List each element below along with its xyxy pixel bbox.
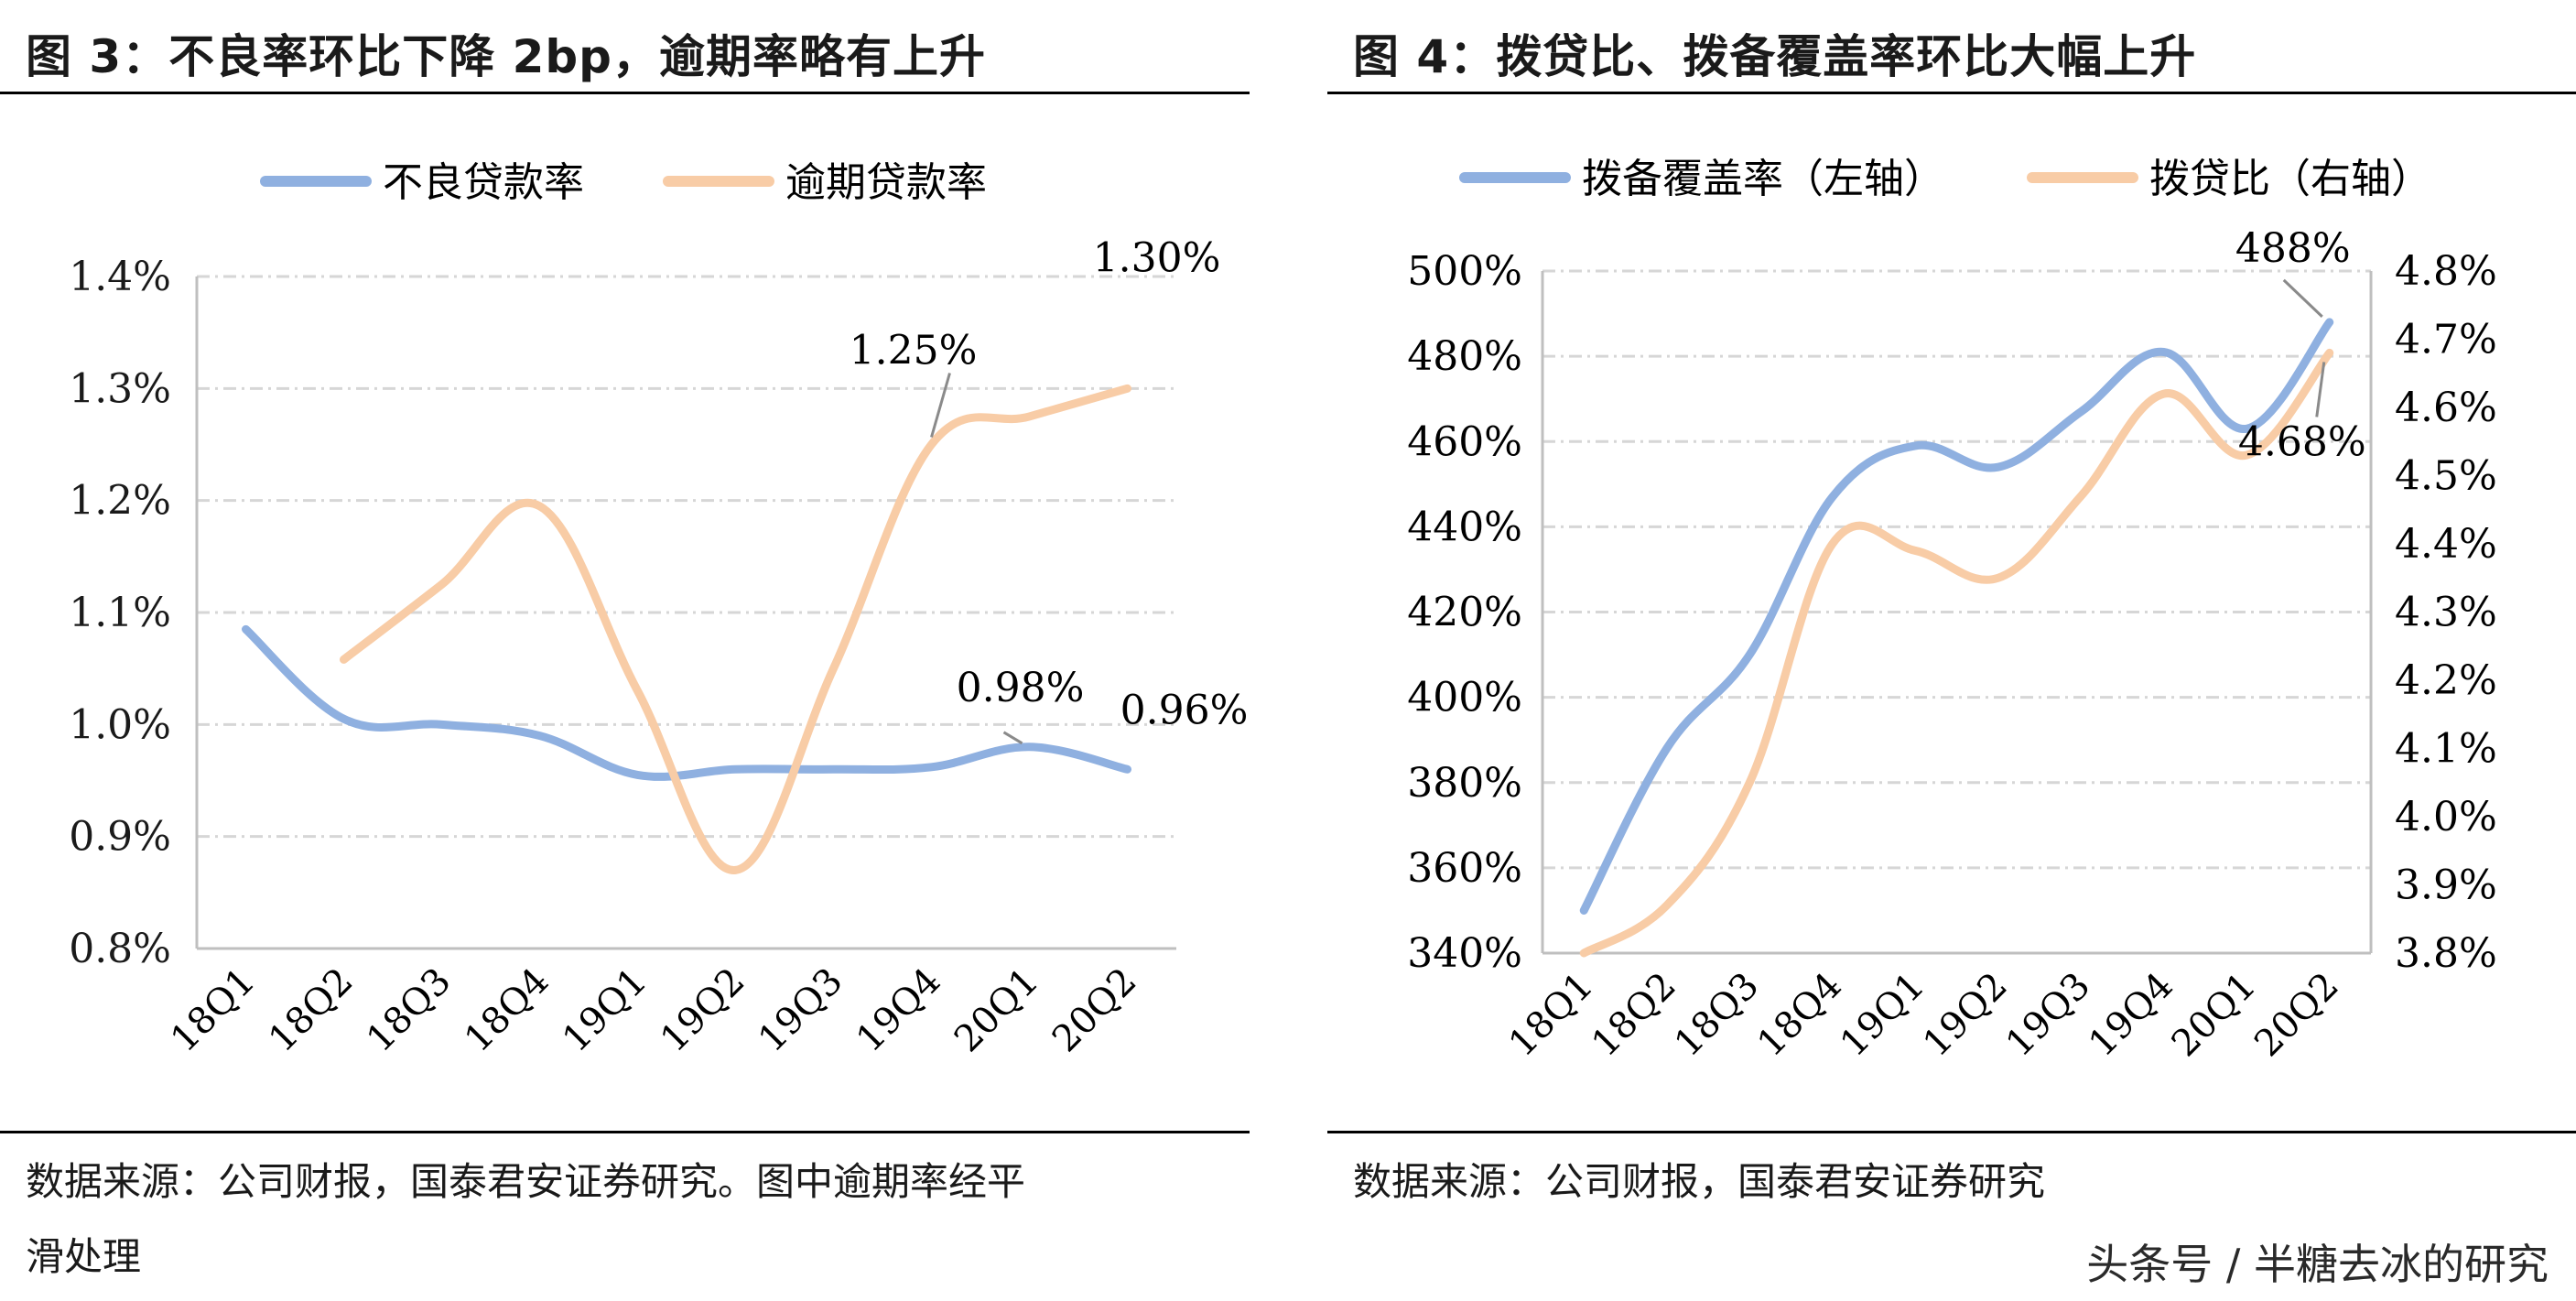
x-tick-label: 18Q1 <box>1501 965 1602 1066</box>
data-label: 488% <box>2235 225 2351 272</box>
y-left-tick-label: 460% <box>1407 418 1522 465</box>
y-tick-label: 1.2% <box>69 478 171 525</box>
y-right-tick-label: 4.6% <box>2395 385 2497 431</box>
y-right-tick-label: 4.0% <box>2395 794 2497 840</box>
data-label: 0.98% <box>957 665 1085 711</box>
x-tick-label: 19Q1 <box>555 960 655 1061</box>
x-tick-label: 18Q1 <box>163 960 264 1061</box>
y-tick-label: 0.9% <box>69 814 171 861</box>
figure-4-panel: 图 4：拨贷比、拨备覆盖率环比大幅上升 340% 360% 380% 400% 420%… <box>1327 0 2576 1301</box>
x-tick-label: 20Q1 <box>947 960 1047 1061</box>
y-tick-label: 1.3% <box>69 365 171 412</box>
x-tick-label: 20Q1 <box>2164 965 2265 1066</box>
callout-line <box>930 373 951 438</box>
data-label: 1.25% <box>850 328 978 374</box>
y-right-tick-label: 3.9% <box>2395 862 2497 909</box>
source-rule <box>0 1131 1250 1133</box>
y-right-tick-label: 4.4% <box>2395 521 2497 568</box>
figure-3-panel: 图 3：不良率环比下降 2bp，逾期率略有上升 0.8% 0.9% 1.0% 1.1%… <box>0 0 1272 1301</box>
y-left-tick-label: 380% <box>1407 760 1522 807</box>
y-left-tick-label: 440% <box>1407 504 1522 550</box>
source-rule <box>1327 1131 2576 1133</box>
source-note: 数据来源：公司财报，国泰君安证券研究 <box>1353 1159 2046 1204</box>
legend-label: 不良贷款率 <box>383 159 584 206</box>
y-left-tick-label: 400% <box>1407 675 1522 721</box>
data-label: 1.30% <box>1093 234 1221 281</box>
y-left-tick-label: 500% <box>1407 248 1522 295</box>
source-note: 数据来源：公司财报，国泰君安证券研究。图中逾期率经平 滑处理 <box>26 1159 1026 1279</box>
series-line <box>1579 348 2334 958</box>
series-line <box>1579 318 2334 915</box>
x-tick-label: 18Q4 <box>1749 965 1850 1066</box>
y-tick-label: 1.1% <box>69 590 171 636</box>
y-left-tick-label: 340% <box>1407 930 1522 977</box>
y-right-tick-label: 3.8% <box>2395 930 2497 977</box>
y-left-tick-label: 420% <box>1407 590 1522 636</box>
x-tick-label: 19Q3 <box>751 960 851 1061</box>
title-rule <box>1327 92 2576 94</box>
callout-line <box>2315 362 2326 417</box>
x-tick-label: 19Q2 <box>1915 965 2016 1066</box>
x-tick-label: 20Q2 <box>2246 965 2347 1066</box>
x-tick-label: 18Q2 <box>261 960 362 1061</box>
y-right-tick-label: 4.1% <box>2395 726 2497 773</box>
figure-title: 图 3：不良率环比下降 2bp，逾期率略有上升 <box>26 30 986 83</box>
x-tick-label: 18Q3 <box>359 960 460 1061</box>
legend-label: 拨贷比（右轴） <box>2149 156 2431 202</box>
x-tick-label: 20Q2 <box>1044 960 1145 1061</box>
y-tick-label: 1.0% <box>69 701 171 748</box>
legend-label: 拨备覆盖率（左轴） <box>1582 156 1944 202</box>
y-tick-label: 1.4% <box>69 254 171 300</box>
x-tick-label: 19Q1 <box>1833 965 1933 1066</box>
data-label: 0.96% <box>1120 687 1249 733</box>
x-tick-label: 19Q2 <box>653 960 753 1061</box>
x-tick-label: 19Q4 <box>2081 965 2181 1066</box>
x-tick-label: 19Q4 <box>849 960 949 1061</box>
series-line <box>340 384 1131 874</box>
provision-chart: 340% 360% 380% 400% 420% 440% 460% 480% 500% 3.8%… <box>1407 156 2497 1066</box>
title-rule <box>0 92 1250 94</box>
y-right-tick-label: 4.3% <box>2395 590 2497 636</box>
y-tick-label: 0.8% <box>69 926 171 972</box>
y-left-tick-label: 360% <box>1407 845 1522 892</box>
x-tick-label: 19Q3 <box>1998 965 2099 1066</box>
y-right-tick-label: 4.8% <box>2395 248 2497 295</box>
callout-line <box>1002 731 1023 745</box>
data-label: 4.68% <box>2238 418 2366 465</box>
legend-label: 逾期贷款率 <box>785 159 987 206</box>
x-tick-label: 18Q3 <box>1667 965 1768 1066</box>
x-tick-label: 18Q4 <box>457 960 557 1061</box>
watermark: 头条号 / 半糖去冰的研究 <box>2086 1240 2549 1289</box>
figure-title: 图 4：拨贷比、拨备覆盖率环比大幅上升 <box>1353 30 2197 83</box>
npl-overdue-chart: 0.8% 0.9% 1.0% 1.1% 1.2% 1.3% 1.4% 18Q118Q218Q3… <box>69 159 1249 1061</box>
y-left-tick-label: 480% <box>1407 333 1522 380</box>
y-right-tick-label: 4.2% <box>2395 657 2497 704</box>
callout-line <box>2282 278 2323 318</box>
y-right-tick-label: 4.7% <box>2395 317 2497 363</box>
y-right-tick-label: 4.5% <box>2395 453 2497 500</box>
x-tick-label: 18Q2 <box>1584 965 1684 1066</box>
